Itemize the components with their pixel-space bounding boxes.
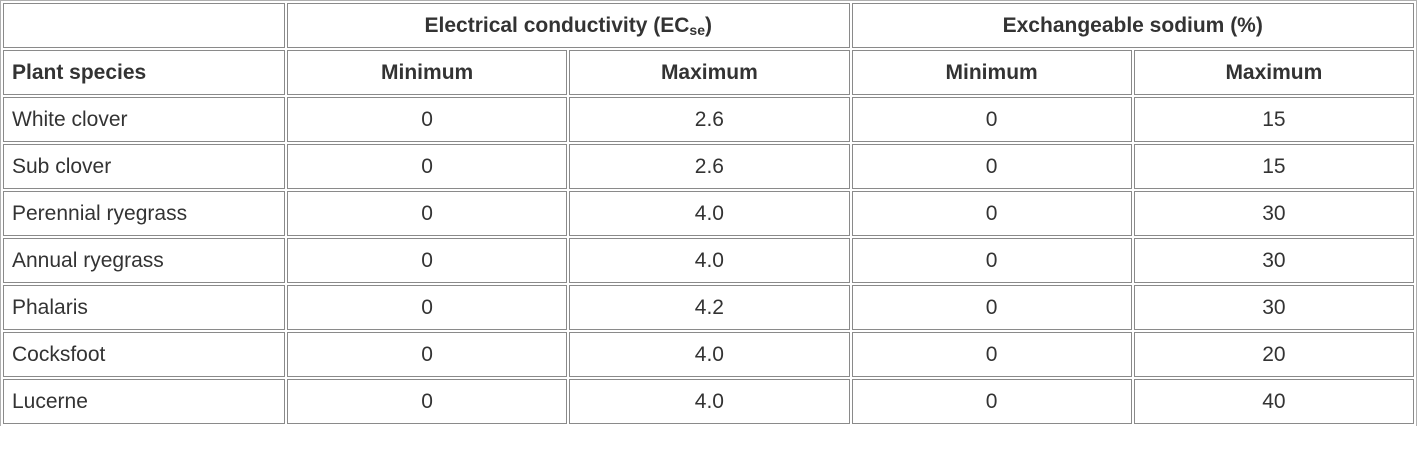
value-cell: 0 xyxy=(851,332,1132,377)
data-row: Sub clover 0 2.6 0 15 xyxy=(3,144,1414,189)
value-cell: 30 xyxy=(1133,285,1414,330)
value-cell: 0 xyxy=(851,238,1132,283)
value-cell: 30 xyxy=(1133,191,1414,236)
value-cell: 2.6 xyxy=(569,144,850,189)
group-header-cell: Electrical conductivity (ECse) xyxy=(287,3,850,48)
data-row: Phalaris 0 4.2 0 30 xyxy=(3,285,1414,330)
header-cell: Maximum xyxy=(569,50,850,95)
data-row: White clover 0 2.6 0 15 xyxy=(3,97,1414,142)
group-header-text: ) xyxy=(705,13,712,37)
value-cell: 4.0 xyxy=(569,332,850,377)
empty-header-cell xyxy=(3,3,285,48)
value-cell: 0 xyxy=(851,379,1132,424)
value-cell: 0 xyxy=(287,379,568,424)
value-cell: 2.6 xyxy=(569,97,850,142)
species-cell: Perennial ryegrass xyxy=(3,191,285,236)
species-cell: Annual ryegrass xyxy=(3,238,285,283)
value-cell: 0 xyxy=(287,285,568,330)
species-cell: Phalaris xyxy=(3,285,285,330)
value-cell: 0 xyxy=(851,191,1132,236)
table-head: Electrical conductivity (ECse) Exchangeab… xyxy=(3,3,1414,95)
value-cell: 0 xyxy=(287,238,568,283)
value-cell: 40 xyxy=(1133,379,1414,424)
value-cell: 0 xyxy=(851,97,1132,142)
group-header-subscript: se xyxy=(689,21,705,38)
value-cell: 0 xyxy=(851,285,1132,330)
value-cell: 4.2 xyxy=(569,285,850,330)
header-cell: Maximum xyxy=(1133,50,1414,95)
value-cell: 4.0 xyxy=(569,191,850,236)
value-cell: 0 xyxy=(287,191,568,236)
value-cell: 0 xyxy=(287,144,568,189)
value-cell: 20 xyxy=(1133,332,1414,377)
header-cell: Plant species xyxy=(3,50,285,95)
group-header-cell: Exchangeable sodium (%) xyxy=(851,3,1414,48)
data-row: Cocksfoot 0 4.0 0 20 xyxy=(3,332,1414,377)
value-cell: 15 xyxy=(1133,97,1414,142)
value-cell: 30 xyxy=(1133,238,1414,283)
value-cell: 0 xyxy=(287,97,568,142)
species-cell: Cocksfoot xyxy=(3,332,285,377)
species-cell: White clover xyxy=(3,97,285,142)
species-cell: Sub clover xyxy=(3,144,285,189)
header-cell: Minimum xyxy=(851,50,1132,95)
data-row: Annual ryegrass 0 4.0 0 30 xyxy=(3,238,1414,283)
data-row: Lucerne 0 4.0 0 40 xyxy=(3,379,1414,424)
value-cell: 0 xyxy=(851,144,1132,189)
group-header-text: Exchangeable sodium (%) xyxy=(1002,13,1263,37)
group-header-text: Electrical conductivity (EC xyxy=(424,13,690,37)
table-body: White clover 0 2.6 0 15 Sub clover 0 2.6 0 15 Pere… xyxy=(3,97,1414,424)
data-row: Perennial ryegrass 0 4.0 0 30 xyxy=(3,191,1414,236)
group-header-row: Electrical conductivity (ECse) Exchangeab… xyxy=(3,3,1414,48)
value-cell: 0 xyxy=(287,332,568,377)
value-cell: 15 xyxy=(1133,144,1414,189)
data-table: Electrical conductivity (ECse) Exchangeab… xyxy=(0,0,1417,426)
header-cell: Minimum xyxy=(287,50,568,95)
value-cell: 4.0 xyxy=(569,238,850,283)
header-row: Plant species Minimum Maximum Minimum Maximu… xyxy=(3,50,1414,95)
value-cell: 4.0 xyxy=(569,379,850,424)
species-cell: Lucerne xyxy=(3,379,285,424)
